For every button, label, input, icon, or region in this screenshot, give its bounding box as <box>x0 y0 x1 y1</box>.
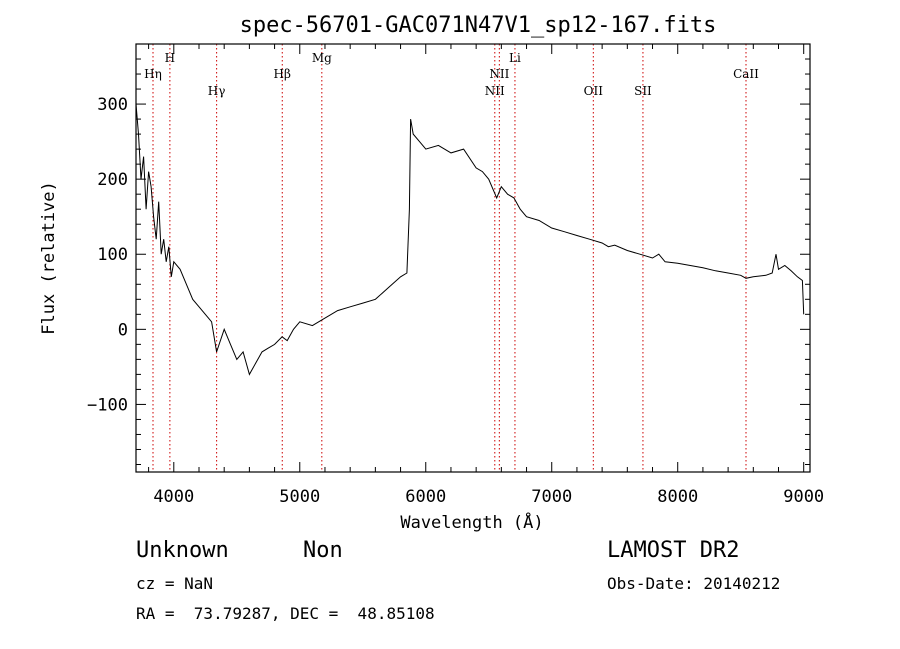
x-tick-label: 5000 <box>279 487 320 507</box>
redshift-value: cz = NaN <box>136 574 214 593</box>
reference-line-label: Hγ <box>208 84 226 98</box>
object-subclass: Non <box>303 538 343 563</box>
reference-line-label: SII <box>634 84 652 98</box>
x-axis-label: Wavelength (Å) <box>400 511 543 533</box>
y-axis-label: Flux (relative) <box>39 181 59 335</box>
plot-frame <box>135 43 811 473</box>
chart-title: spec-56701-GAC071N47V1_sp12-167.fits <box>240 13 717 38</box>
reference-lines <box>152 44 747 472</box>
reference-line-label: Li <box>509 51 521 65</box>
x-axis-ticks: 4000 5000 6000 7000 8000 9000 <box>148 44 824 507</box>
y-tick-label: 100 <box>97 245 128 265</box>
reference-line-label: CaII <box>733 67 759 81</box>
y-tick-label: −100 <box>87 395 128 415</box>
reference-line-label: OII <box>584 84 604 98</box>
sky-coordinates: RA = 73.79287, DEC = 48.85108 <box>136 604 435 623</box>
reference-line-label: Mg <box>312 51 332 65</box>
y-tick-label: 200 <box>97 170 128 190</box>
x-tick-label: 6000 <box>405 487 446 507</box>
y-tick-label: 0 <box>118 320 128 340</box>
y-tick-label: 300 <box>97 95 128 115</box>
observation-date: Obs-Date: 20140212 <box>607 574 781 593</box>
reference-line-label: Hβ <box>274 67 291 81</box>
x-tick-label: 8000 <box>657 487 698 507</box>
object-class: Unknown <box>136 538 229 563</box>
spectrum-line <box>135 104 805 376</box>
x-tick-label: 9000 <box>783 487 824 507</box>
x-tick-label: 7000 <box>531 487 572 507</box>
reference-line-label: Hη <box>144 67 162 81</box>
survey-name: LAMOST DR2 <box>607 538 740 563</box>
reference-line-label: H <box>165 51 175 65</box>
y-axis-ticks: −100 0 100 200 300 <box>87 43 810 465</box>
reference-line-label: NII <box>485 84 505 98</box>
reference-line-label: NII <box>489 67 509 81</box>
x-tick-label: 4000 <box>153 487 194 507</box>
